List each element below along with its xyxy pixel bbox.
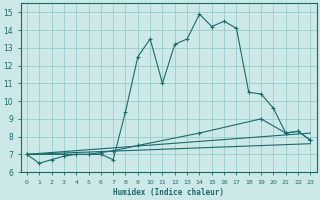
X-axis label: Humidex (Indice chaleur): Humidex (Indice chaleur) [113, 188, 224, 197]
